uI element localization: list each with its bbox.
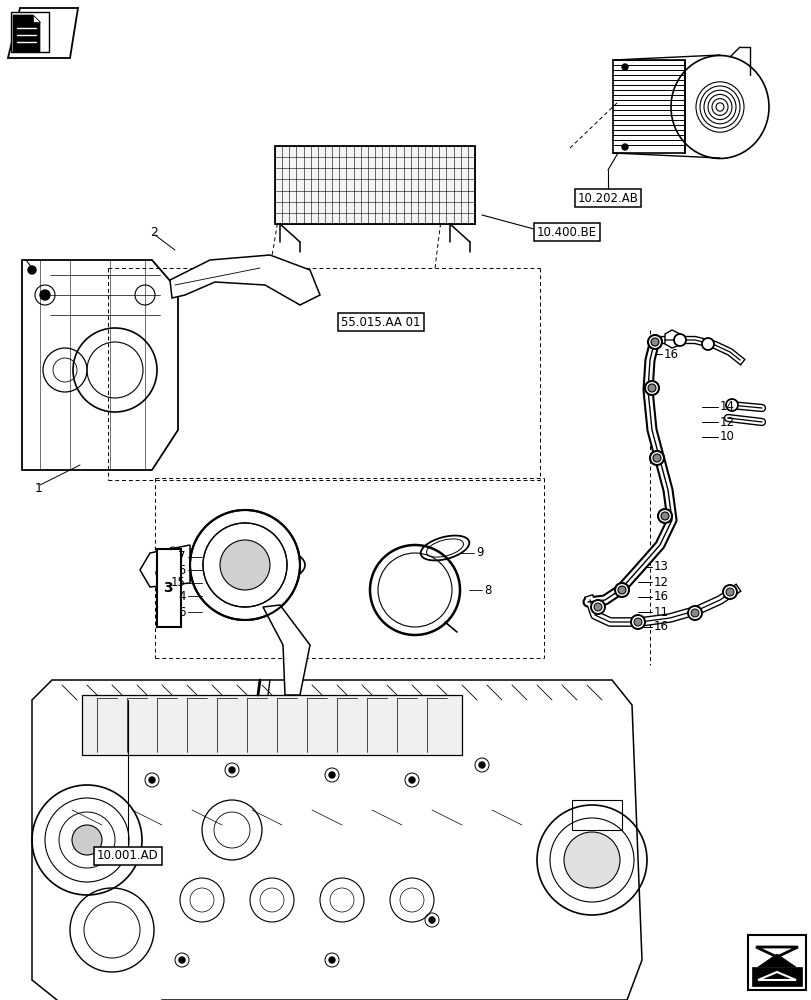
Bar: [156, 562, 162, 572]
Circle shape: [652, 454, 660, 462]
Text: 16: 16: [653, 590, 668, 603]
Circle shape: [614, 583, 629, 597]
Circle shape: [328, 957, 335, 963]
Text: 13: 13: [653, 560, 668, 574]
Text: 2: 2: [150, 226, 157, 238]
Bar: [157, 549, 181, 627]
Text: 12: 12: [653, 576, 668, 588]
Circle shape: [72, 825, 102, 855]
Polygon shape: [32, 680, 642, 1000]
Text: 6: 6: [178, 605, 186, 618]
Text: 16: 16: [663, 348, 678, 360]
Circle shape: [178, 957, 185, 963]
Circle shape: [617, 586, 625, 594]
Text: 10.202.AB: 10.202.AB: [577, 192, 637, 205]
Text: 3: 3: [163, 581, 173, 595]
Circle shape: [159, 554, 171, 566]
Polygon shape: [751, 967, 801, 986]
Circle shape: [657, 509, 672, 523]
Bar: [747, 935, 805, 990]
Text: 10.001.AD: 10.001.AD: [97, 849, 159, 862]
Circle shape: [220, 540, 270, 590]
Circle shape: [633, 618, 642, 626]
Circle shape: [722, 585, 736, 599]
Text: 9: 9: [475, 546, 483, 560]
Circle shape: [725, 588, 733, 596]
Circle shape: [650, 338, 659, 346]
Text: 7: 7: [178, 550, 186, 564]
Circle shape: [564, 832, 620, 888]
Circle shape: [148, 777, 155, 783]
Circle shape: [621, 64, 627, 70]
Text: 11: 11: [653, 605, 668, 618]
Circle shape: [647, 384, 655, 392]
Polygon shape: [33, 15, 40, 22]
Circle shape: [428, 917, 435, 923]
Circle shape: [673, 334, 685, 346]
Circle shape: [644, 381, 659, 395]
Circle shape: [40, 290, 50, 300]
Text: 8: 8: [483, 584, 491, 596]
Bar: [571, 800, 621, 830]
Bar: [11, 12, 49, 52]
Polygon shape: [263, 605, 310, 695]
Circle shape: [690, 609, 698, 617]
Circle shape: [409, 777, 414, 783]
Polygon shape: [8, 8, 78, 58]
Polygon shape: [757, 954, 795, 967]
Bar: [82, 695, 461, 755]
Text: 10: 10: [719, 430, 734, 444]
Text: 1: 1: [35, 482, 43, 494]
Circle shape: [702, 338, 713, 350]
Circle shape: [28, 266, 36, 274]
Circle shape: [594, 603, 601, 611]
Text: 5: 5: [178, 564, 186, 576]
Circle shape: [190, 510, 299, 620]
Circle shape: [649, 451, 663, 465]
Circle shape: [478, 762, 484, 768]
Polygon shape: [139, 545, 190, 587]
Circle shape: [590, 600, 604, 614]
Circle shape: [660, 512, 668, 520]
Circle shape: [328, 772, 335, 778]
Text: 4: 4: [178, 589, 186, 602]
Text: 12: 12: [719, 416, 734, 428]
Polygon shape: [169, 255, 320, 305]
Circle shape: [630, 615, 644, 629]
Text: 10.400.BE: 10.400.BE: [536, 226, 596, 238]
Circle shape: [647, 335, 661, 349]
Text: 16: 16: [653, 620, 668, 634]
Polygon shape: [13, 15, 40, 52]
Circle shape: [687, 606, 702, 620]
Ellipse shape: [175, 542, 305, 587]
Text: 55.015.AA 01: 55.015.AA 01: [341, 316, 420, 328]
Circle shape: [621, 144, 627, 150]
Circle shape: [156, 568, 165, 578]
Circle shape: [169, 547, 177, 555]
Circle shape: [725, 399, 737, 411]
Circle shape: [229, 767, 234, 773]
Bar: [275, 146, 474, 224]
Polygon shape: [22, 260, 178, 470]
Text: 14: 14: [719, 400, 734, 414]
Circle shape: [161, 579, 169, 587]
Text: 15: 15: [171, 576, 186, 589]
Polygon shape: [664, 330, 679, 348]
